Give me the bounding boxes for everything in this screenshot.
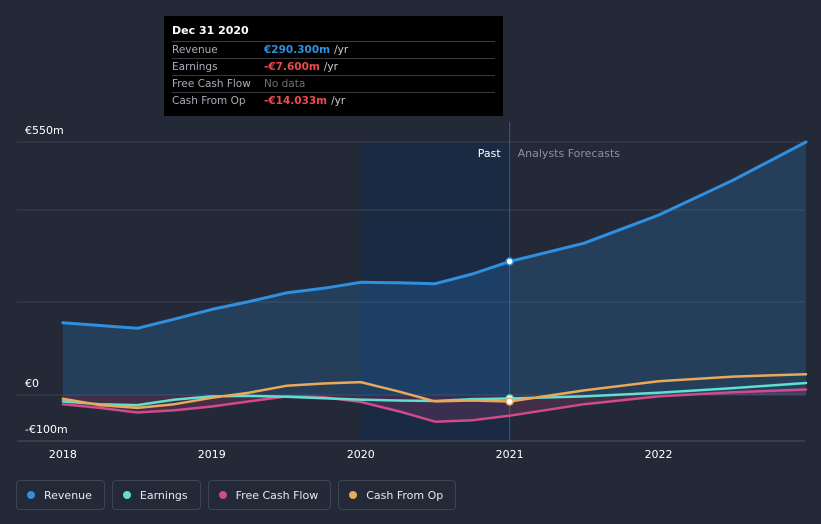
y-tick-label: €0 [25,377,39,390]
axis-labels: €550m €0 -€100m 2018 2019 2020 2021 2022 Past Ana… [25,124,673,461]
tooltip-label: Free Cash Flow [172,78,251,90]
legend-label: Revenue [44,488,92,502]
legend-dot-icon [218,491,227,499]
tooltip-label: Revenue [172,44,218,56]
cash-from-op-marker [505,397,514,406]
legend: Revenue Earnings Free Cash Flow Cash Fro… [16,480,457,510]
past-label: Past [478,147,502,160]
legend-item-revenue[interactable]: Revenue [16,480,105,510]
free-cash-flow-area [62,389,806,422]
past-highlight-band [360,142,510,441]
forecast-label: Analysts Forecasts [518,147,621,160]
tooltip: Dec 31 2020 Revenue €290.300m /yr Earnin… [164,16,503,116]
x-tick-label: 2020 [347,448,375,461]
tooltip-row-earnings: Earnings -€7.600m /yr [172,58,495,75]
tooltip-date: Dec 31 2020 [172,24,249,37]
x-tick-label: 2022 [645,448,673,461]
tooltip-row-cash-from-op: Cash From Op -€14.033m /yr [172,92,495,109]
chart-background [360,142,510,441]
legend-label: Cash From Op [366,488,444,502]
x-tick-label: 2018 [49,448,77,461]
y-tick-label: -€100m [25,423,68,436]
revenue-area [62,142,806,395]
tooltip-row-revenue: Revenue €290.300m /yr [172,41,495,58]
tooltip-unit: /yr [323,61,338,73]
legend-dot-icon [122,491,131,499]
x-tick-label: 2021 [496,448,524,461]
revenue-marker [505,257,514,266]
tooltip-label: Earnings [172,61,218,73]
y-tick-label: €550m [25,124,64,137]
earnings-line [61,381,808,407]
tooltip-value: -€7.600m [264,61,320,73]
cash-from-op-line [61,373,808,410]
legend-item-free-cash-flow[interactable]: Free Cash Flow [207,480,332,510]
legend-label: Earnings [139,488,188,502]
tooltip-label: Cash From Op [172,95,246,107]
tooltip-unit: /yr [334,44,349,56]
legend-item-earnings[interactable]: Earnings [111,480,201,510]
legend-dot-icon [349,491,358,499]
x-tick-label: 2019 [198,448,226,461]
tooltip-value: -€14.033m [264,95,328,107]
tooltip-unit: /yr [331,95,346,107]
tooltip-value: No data [264,78,306,90]
free-cash-flow-line [61,388,808,423]
legend-dot-icon [27,491,35,499]
tooltip-row-free-cash-flow: Free Cash Flow No data [172,75,495,92]
series-markers [505,257,514,406]
legend-item-cash-from-op[interactable]: Cash From Op [338,480,457,510]
legend-label: Free Cash Flow [235,488,319,502]
series-lines [61,140,808,423]
tooltip-value: €290.300m [264,44,331,56]
area-fills [62,142,806,422]
revenue-line [61,140,808,330]
